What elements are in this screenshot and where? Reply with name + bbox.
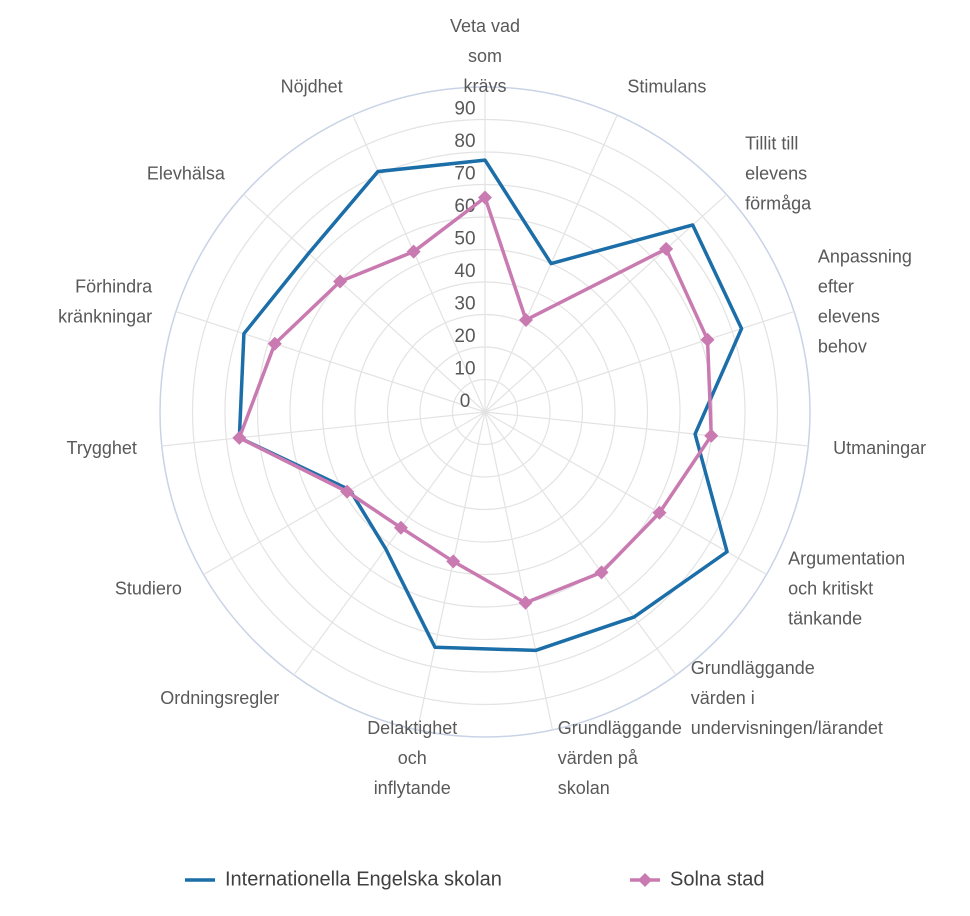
category-label-line: Tillit till [745,133,798,153]
spoke [484,411,767,576]
category-label-line: Stimulans [627,76,706,96]
category-label-line: tänkande [788,608,862,628]
r-tick-label: 30 [454,294,475,315]
marker [594,565,609,580]
category-label: Grundläggande värden i undervisningen/lära… [691,658,883,738]
category-label: Nöjdhet [281,76,343,96]
category-label: Elevhälsa [147,163,226,183]
marker [232,430,247,445]
marker [406,244,421,259]
legend-marker [638,873,652,887]
marker [518,595,533,610]
category-label-line: förmåga [745,193,812,213]
r-tick-label: 40 [454,261,475,282]
r-tick-label: 60 [454,196,475,217]
category-label-line: kränkningar [58,306,152,326]
marker [700,332,715,347]
r-tick-label: 20 [454,326,475,347]
marker [393,520,408,535]
category-label-line: skolan [558,778,610,798]
category-label-line: Delaktighet [367,718,457,738]
legend-label: Solna stad [670,868,765,890]
r-tick-label: 0 [460,391,471,412]
series-line [237,158,744,653]
marker [478,190,492,205]
r-tick-label: 80 [454,131,475,152]
category-label-line: Veta vad [450,16,520,36]
marker [518,312,533,327]
marker [446,554,461,569]
marker [333,274,348,289]
category-label-line: Grundläggande [558,718,682,738]
spoke [484,411,809,447]
category-label-line: inflytande [374,778,451,798]
category-label: Ordningsregler [160,688,279,708]
spoke [352,114,486,413]
r-tick-label: 70 [454,164,475,185]
category-label-line: som [468,46,502,66]
category-label-line: Ordningsregler [160,688,279,708]
category-label-line: Utmaningar [833,438,926,458]
category-label: Studiero [115,578,182,598]
category-label-line: efter [818,276,854,296]
category-label: Förhindra kränkningar [58,276,153,326]
category-label-line: värden på [558,748,639,768]
spoke [243,194,486,413]
category-label: Utmaningar [833,438,926,458]
category-label: Anpassning efter elevens behov [818,246,912,356]
r-tick-label: 50 [454,229,475,250]
category-label-line: värden i [691,688,755,708]
series-line [237,195,714,605]
legend-label: Internationella Engelska skolan [225,868,502,890]
category-label: Argumentation och kritiskt tänkande [788,548,905,628]
marker [652,505,667,520]
spoke [293,411,486,676]
category-label-line: Anpassning [818,246,912,266]
category-label-line: elevens [818,306,880,326]
category-label: Tillit till elevens förmåga [745,133,812,213]
category-label-line: och [398,748,427,768]
category-label-line: Förhindra [75,276,153,296]
category-label: Trygghet [67,438,137,458]
category-label-line: Nöjdhet [281,76,343,96]
category-label-line: Elevhälsa [147,163,226,183]
r-tick-label: 90 [454,99,475,120]
spoke [161,411,486,447]
spoke [416,411,486,731]
category-label-line: elevens [745,163,807,183]
marker [267,336,282,351]
spoke [484,194,727,413]
category-label: Veta vad som krävs [450,16,520,96]
marker [704,428,719,443]
category-label: Stimulans [627,76,706,96]
category-label-line: Studiero [115,578,182,598]
category-label-line: och kritiskt [788,578,873,598]
spoke [175,310,486,413]
marker [659,241,674,256]
category-label: Grundläggande värden på skolan [558,718,682,798]
category-label-line: undervisningen/lärandet [691,718,883,738]
category-label-line: Trygghet [67,438,137,458]
spoke [484,411,554,731]
category-label: Delaktighet och inflytande [367,718,457,798]
spoke [484,411,677,676]
category-label-line: Argumentation [788,548,905,568]
marker [340,484,355,499]
r-tick-label: 10 [454,359,475,380]
category-label-line: behov [818,336,867,356]
category-label-line: krävs [463,76,506,96]
category-label-line: Grundläggande [691,658,815,678]
